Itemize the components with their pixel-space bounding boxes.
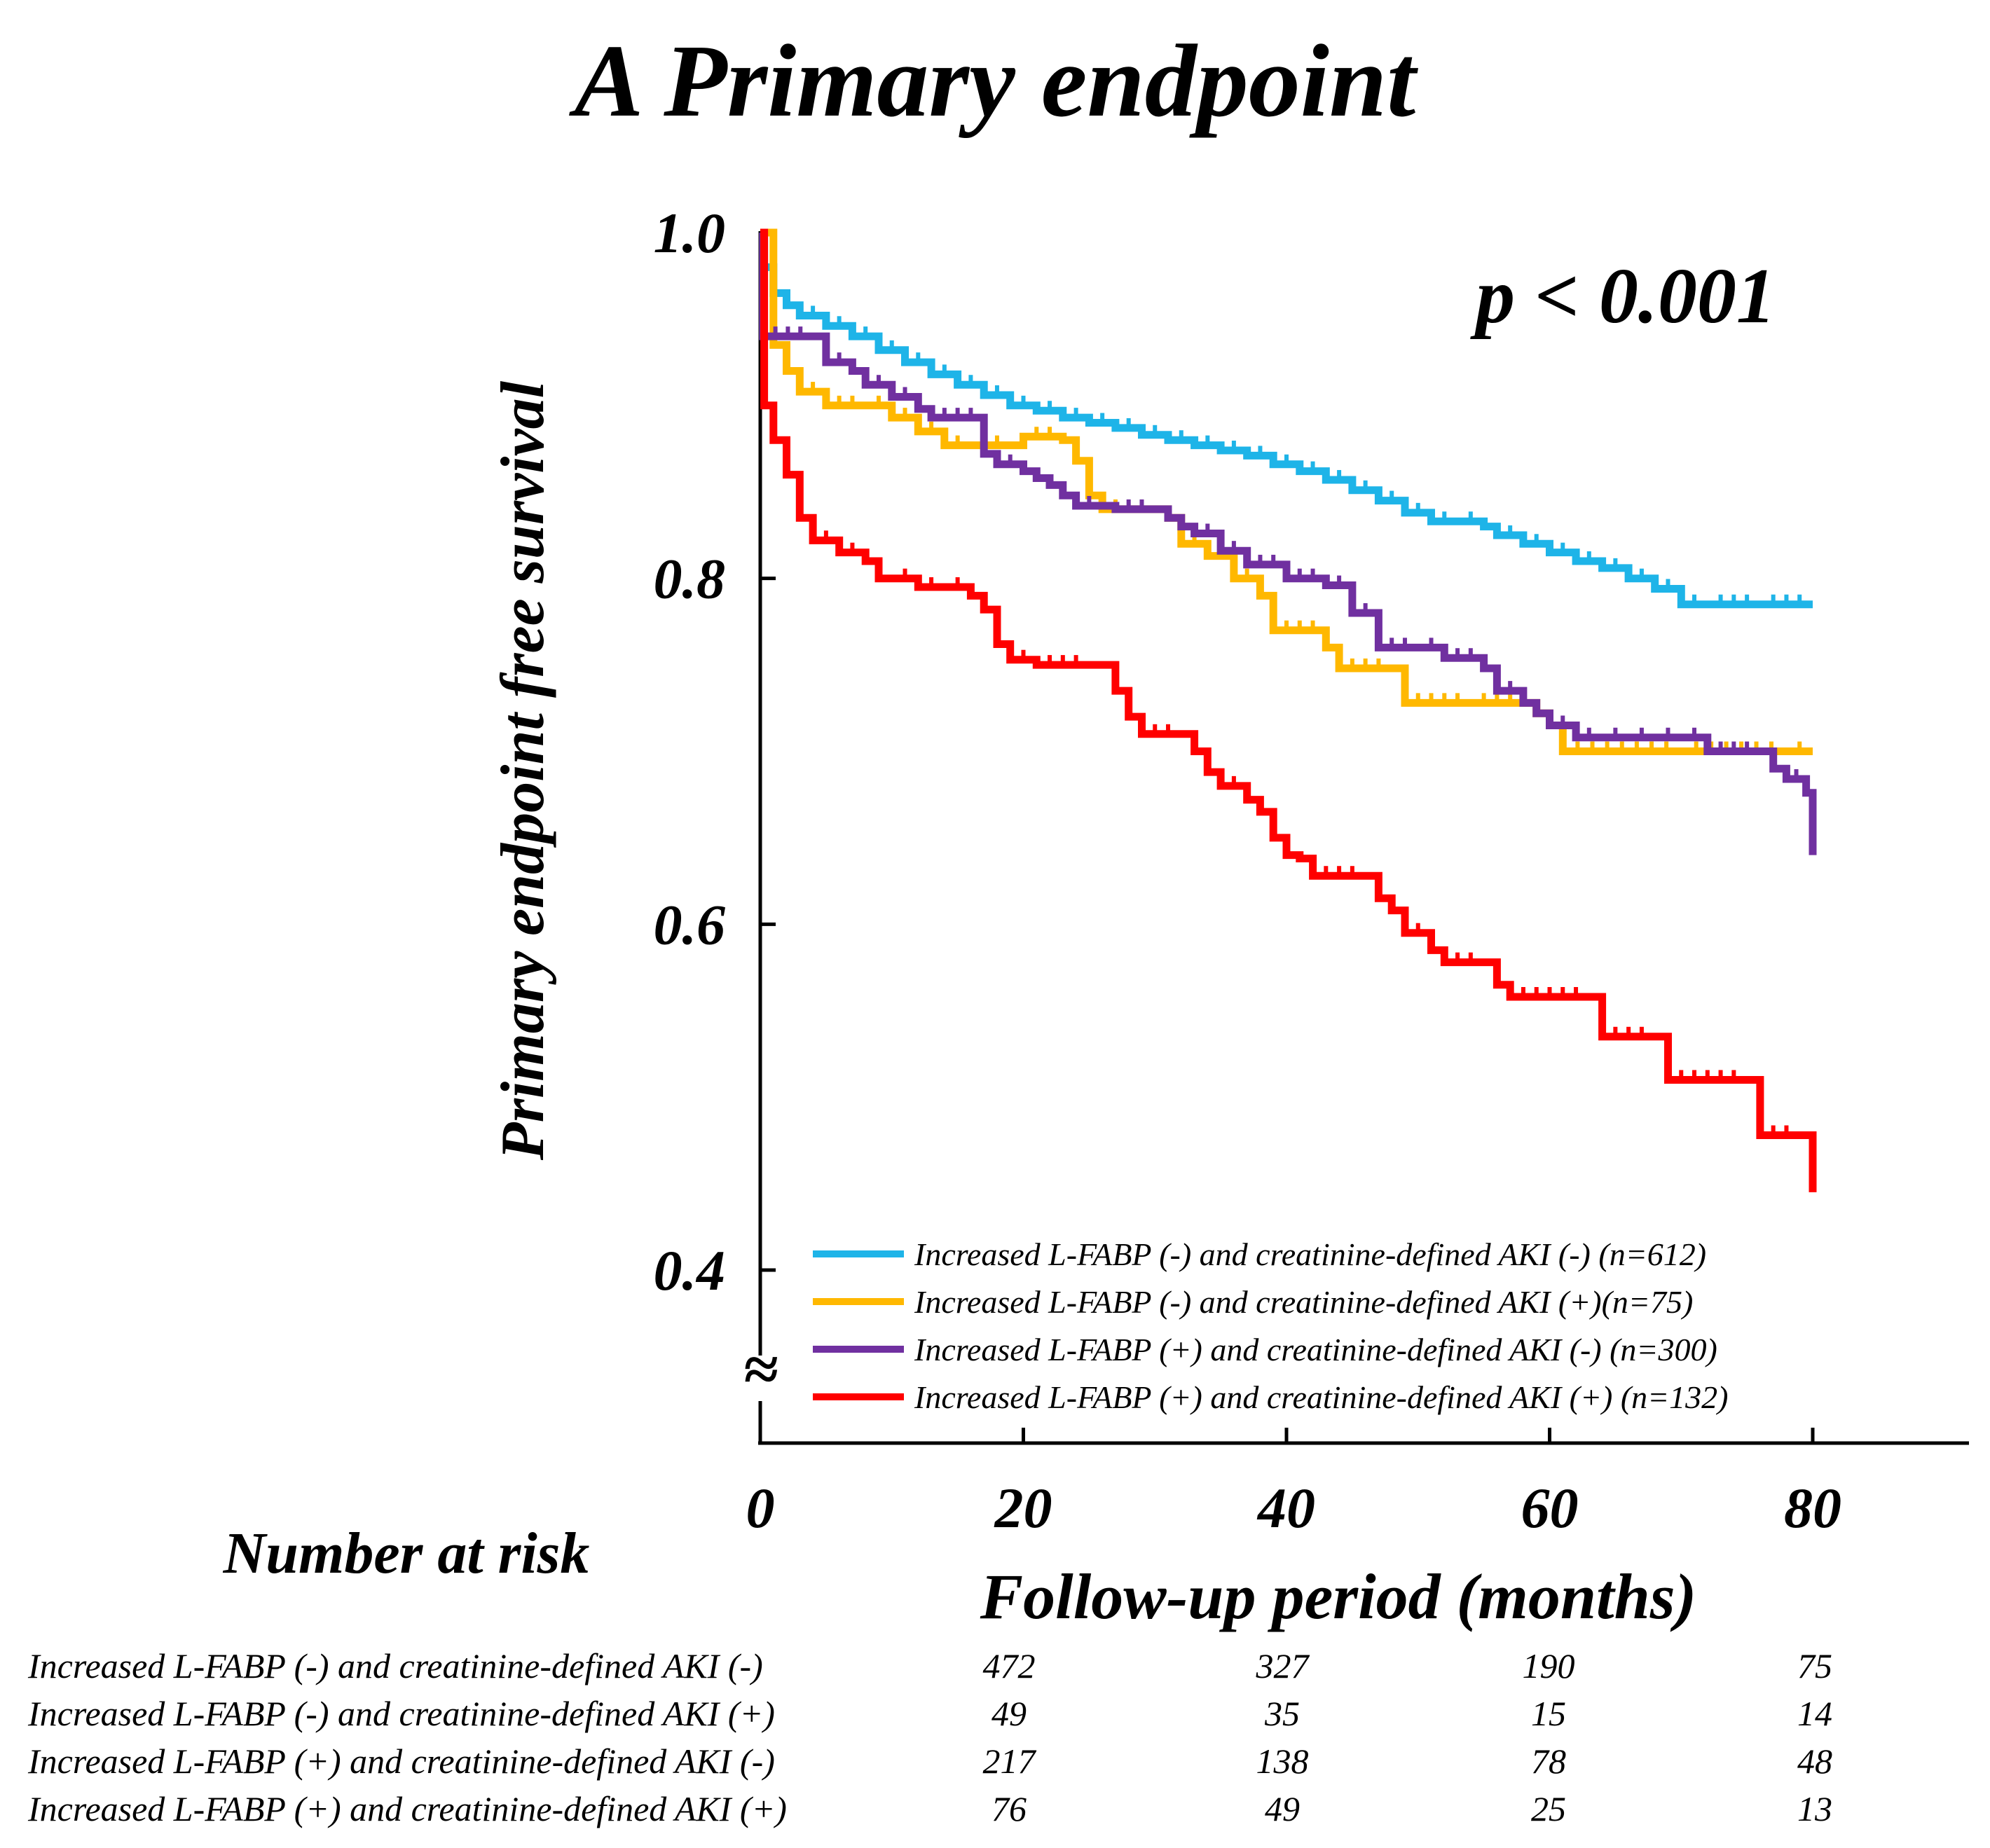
x-tick-label: 60 bbox=[1521, 1476, 1579, 1540]
series-line-4 bbox=[760, 228, 1817, 1192]
risk-value: 217 bbox=[983, 1742, 1037, 1781]
risk-table-title: Number at risk bbox=[223, 1521, 590, 1586]
risk-value: 25 bbox=[1531, 1789, 1566, 1828]
x-tick-label: 20 bbox=[994, 1476, 1052, 1540]
risk-table: Number at risk Increased L-FABP (-) and c… bbox=[27, 1521, 1832, 1828]
legend: Increased L-FABP (-) and creatinine-defi… bbox=[813, 1236, 1729, 1415]
risk-value: 13 bbox=[1797, 1789, 1832, 1828]
risk-row-label: Increased L-FABP (-) and creatinine-defi… bbox=[27, 1694, 775, 1733]
risk-value: 48 bbox=[1797, 1742, 1832, 1781]
risk-value: 75 bbox=[1797, 1646, 1832, 1685]
axis-break-mark: ≈ bbox=[743, 1335, 777, 1405]
censor-marks-1 bbox=[811, 305, 1802, 605]
risk-value: 14 bbox=[1797, 1694, 1832, 1733]
y-tick-label: 0.4 bbox=[654, 1239, 726, 1302]
x-tick-label: 0 bbox=[746, 1476, 775, 1540]
p-value-annotation: p < 0.001 bbox=[1470, 253, 1776, 340]
axes: ≈0.4 0.6 0.8 1.0 0 20 40 60 80 bbox=[654, 201, 1969, 1540]
legend-label-3: Increased L-FABP (+) and creatinine-defi… bbox=[914, 1332, 1717, 1367]
risk-value: 472 bbox=[983, 1646, 1036, 1685]
risk-row-label: Increased L-FABP (+) and creatinine-defi… bbox=[27, 1789, 787, 1828]
y-axis-title: Primary endpoint free survival bbox=[489, 380, 557, 1161]
x-tick-label: 40 bbox=[1256, 1476, 1315, 1540]
risk-value: 190 bbox=[1523, 1646, 1575, 1685]
risk-value: 49 bbox=[1265, 1789, 1300, 1828]
censor-marks-2 bbox=[811, 382, 1802, 752]
risk-value: 35 bbox=[1264, 1694, 1300, 1733]
series-line-1 bbox=[760, 228, 1813, 609]
y-tick-label: 0.6 bbox=[654, 892, 726, 956]
chart-title: A Primary endpoint bbox=[569, 24, 1419, 139]
y-tick-label: 0.8 bbox=[654, 547, 726, 611]
legend-label-2: Increased L-FABP (-) and creatinine-defi… bbox=[914, 1284, 1693, 1320]
risk-value: 138 bbox=[1256, 1742, 1309, 1781]
series-line-3 bbox=[759, 228, 1817, 855]
legend-label-1: Increased L-FABP (-) and creatinine-defi… bbox=[914, 1236, 1706, 1272]
legend-label-4: Increased L-FABP (+) and creatinine-defi… bbox=[914, 1379, 1729, 1415]
risk-value: 49 bbox=[991, 1694, 1027, 1733]
risk-value: 76 bbox=[991, 1789, 1027, 1828]
x-tick-label: 80 bbox=[1784, 1476, 1841, 1540]
risk-value: 15 bbox=[1531, 1694, 1566, 1733]
y-tick-label: 1.0 bbox=[654, 201, 726, 265]
risk-row-label: Increased L-FABP (-) and creatinine-defi… bbox=[27, 1646, 763, 1685]
risk-value: 327 bbox=[1256, 1646, 1310, 1685]
censor-marks-3 bbox=[773, 326, 1799, 779]
risk-value: 78 bbox=[1531, 1742, 1566, 1781]
censor-marks-4 bbox=[823, 530, 1789, 1136]
x-axis-title: Follow-up period (months) bbox=[980, 1561, 1696, 1632]
series-lines bbox=[759, 228, 1817, 1192]
chart-text: A Primary endpoint p < 0.001 Follow-up per… bbox=[489, 24, 1776, 1632]
risk-row-label: Increased L-FABP (+) and creatinine-defi… bbox=[27, 1742, 775, 1781]
